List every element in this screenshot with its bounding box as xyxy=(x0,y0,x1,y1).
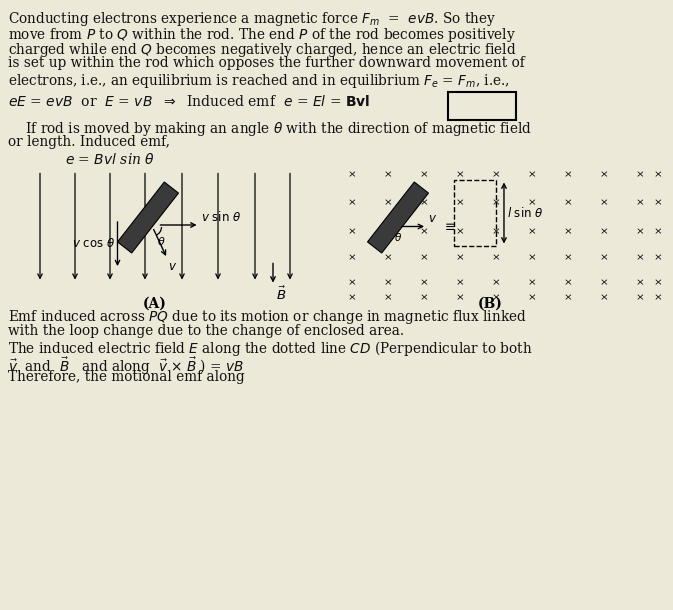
Text: ×: × xyxy=(384,198,392,207)
Text: ×: × xyxy=(420,227,429,236)
Text: ×: × xyxy=(420,278,429,287)
Polygon shape xyxy=(118,182,178,253)
Text: $\theta$: $\theta$ xyxy=(394,231,402,243)
Text: ×: × xyxy=(563,170,572,179)
Text: ×: × xyxy=(456,278,464,287)
Text: ×: × xyxy=(653,293,662,302)
Text: ×: × xyxy=(653,170,662,179)
Text: ×: × xyxy=(653,198,662,207)
Text: (A): (A) xyxy=(143,296,167,310)
Text: ×: × xyxy=(491,227,500,236)
Text: $\theta$: $\theta$ xyxy=(157,235,166,247)
Text: ×: × xyxy=(528,170,536,179)
Text: ×: × xyxy=(563,198,572,207)
Text: ×: × xyxy=(348,170,357,179)
Text: ×: × xyxy=(384,293,392,302)
Text: ×: × xyxy=(635,170,644,179)
Text: $E = \dfrac{V}{l}$: $E = \dfrac{V}{l}$ xyxy=(462,89,502,122)
Text: ×: × xyxy=(456,198,464,207)
Text: (B): (B) xyxy=(478,296,503,310)
Text: $l$ sin $\theta$: $l$ sin $\theta$ xyxy=(507,206,544,220)
Text: The induced electric field $E$ along the dotted line $CD$ (Perpendicular to both: The induced electric field $E$ along the… xyxy=(8,340,532,359)
Text: ×: × xyxy=(635,227,644,236)
Text: ×: × xyxy=(456,293,464,302)
Text: ×: × xyxy=(528,278,536,287)
Text: ×: × xyxy=(348,278,357,287)
Text: $v$ cos $\theta$: $v$ cos $\theta$ xyxy=(72,237,116,251)
Text: $\vec{v}$  and  $\vec{B}$   and along  $\vec{v}$ $\times$ $\vec{B}$ ) = $vB$: $\vec{v}$ and $\vec{B}$ and along $\vec{… xyxy=(8,355,244,376)
Text: charged while end $Q$ becomes negatively charged, hence an electric field: charged while end $Q$ becomes negatively… xyxy=(8,41,517,59)
Text: ×: × xyxy=(600,253,608,262)
Text: ×: × xyxy=(528,198,536,207)
Text: ×: × xyxy=(635,293,644,302)
Text: ×: × xyxy=(491,170,500,179)
Text: ×: × xyxy=(563,278,572,287)
Text: ×: × xyxy=(600,227,608,236)
Text: ×: × xyxy=(653,278,662,287)
Text: $\equiv$: $\equiv$ xyxy=(442,220,456,233)
Polygon shape xyxy=(367,182,429,253)
Text: ×: × xyxy=(528,227,536,236)
Text: ×: × xyxy=(384,227,392,236)
Text: ×: × xyxy=(600,170,608,179)
Text: move from $P$ to $Q$ within the rod. The end $P$ of the rod becomes positively: move from $P$ to $Q$ within the rod. The… xyxy=(8,26,516,43)
Text: ×: × xyxy=(456,227,464,236)
Text: or length. Induced emf,: or length. Induced emf, xyxy=(8,135,170,149)
Text: ×: × xyxy=(420,170,429,179)
Text: Emf induced across $PQ$ due to its motion or change in magnetic flux linked: Emf induced across $PQ$ due to its motio… xyxy=(8,309,526,326)
Text: $e$ = $Bvl$ sin $\theta$: $e$ = $Bvl$ sin $\theta$ xyxy=(65,152,155,168)
Bar xyxy=(454,179,496,246)
Text: ×: × xyxy=(528,253,536,262)
Text: ×: × xyxy=(384,170,392,179)
Text: ×: × xyxy=(563,253,572,262)
Text: Conducting electrons experience a magnetic force $F_m$  =  $evB$. So they: Conducting electrons experience a magnet… xyxy=(8,10,496,28)
Text: $eE$ = $evB$  or  $E$ = $vB$  $\Rightarrow$  Induced emf  $e$ = $El$ = $\mathbf{: $eE$ = $evB$ or $E$ = $vB$ $\Rightarrow$… xyxy=(8,93,370,109)
Text: ×: × xyxy=(348,198,357,207)
Text: ×: × xyxy=(420,253,429,262)
Text: $l$: $l$ xyxy=(384,235,390,249)
Text: ×: × xyxy=(635,198,644,207)
Text: ×: × xyxy=(384,253,392,262)
Text: ×: × xyxy=(491,198,500,207)
Text: ×: × xyxy=(653,253,662,262)
Text: ×: × xyxy=(600,293,608,302)
Text: Therefore, the motional emf along: Therefore, the motional emf along xyxy=(8,370,245,384)
Text: ×: × xyxy=(491,293,500,302)
Text: ×: × xyxy=(635,253,644,262)
Text: with the loop change due to the change of enclosed area.: with the loop change due to the change o… xyxy=(8,324,404,338)
Text: ×: × xyxy=(635,278,644,287)
Text: ×: × xyxy=(491,253,500,262)
Text: ×: × xyxy=(456,253,464,262)
Text: ×: × xyxy=(528,293,536,302)
Text: ×: × xyxy=(348,293,357,302)
Text: ×: × xyxy=(348,253,357,262)
Text: ×: × xyxy=(563,293,572,302)
Text: $v$ sin $\theta$: $v$ sin $\theta$ xyxy=(201,210,242,224)
Text: ×: × xyxy=(491,278,500,287)
Text: $v$: $v$ xyxy=(428,212,437,226)
Text: If rod is moved by making an angle $\theta$ with the direction of magnetic field: If rod is moved by making an angle $\the… xyxy=(8,120,532,137)
Text: ×: × xyxy=(600,278,608,287)
Text: ×: × xyxy=(420,198,429,207)
Text: $v$: $v$ xyxy=(168,260,178,273)
Text: ×: × xyxy=(348,227,357,236)
Text: $\vec{B}$: $\vec{B}$ xyxy=(276,285,286,303)
Text: ×: × xyxy=(653,227,662,236)
Text: electrons, i.e., an equilibrium is reached and in equilibrium $F_e$ = $F_m$, i.e: electrons, i.e., an equilibrium is reach… xyxy=(8,72,510,90)
Text: is set up within the rod which opposes the further downward movement of: is set up within the rod which opposes t… xyxy=(8,57,525,71)
Text: ×: × xyxy=(600,198,608,207)
Bar xyxy=(448,92,516,120)
Text: ×: × xyxy=(456,170,464,179)
Text: ×: × xyxy=(563,227,572,236)
Text: ×: × xyxy=(384,278,392,287)
Text: ×: × xyxy=(420,293,429,302)
